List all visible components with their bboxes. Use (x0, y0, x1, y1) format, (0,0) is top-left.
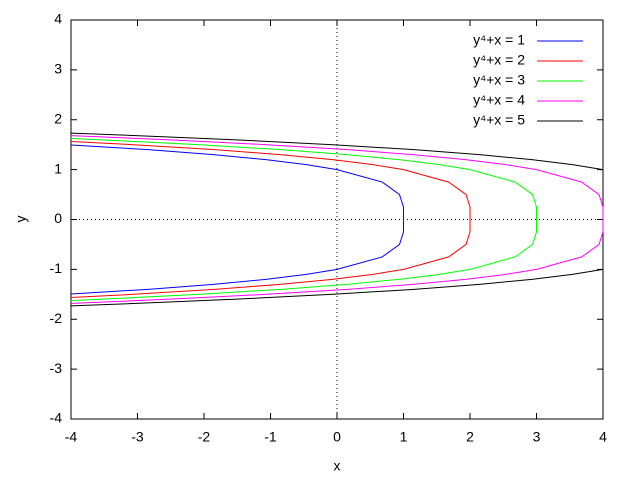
legend-label: y⁴+x = 4 (473, 92, 525, 108)
series-line (70, 140, 471, 299)
legend-label: y⁴+x = 5 (473, 112, 525, 128)
x-tick-label: 3 (533, 429, 541, 445)
y-tick-label: 4 (54, 11, 62, 27)
legend-label: y⁴+x = 1 (473, 32, 525, 48)
y-tick-label: -2 (50, 310, 63, 326)
x-tick-label: 2 (466, 429, 474, 445)
y-tick-label: -4 (50, 410, 63, 426)
legend-label: y⁴+x = 2 (473, 52, 525, 68)
x-tick-label: -1 (264, 429, 277, 445)
series-line (70, 132, 604, 307)
series-line (70, 137, 537, 302)
y-tick-label: -3 (50, 360, 63, 376)
x-axis-label: x (334, 458, 341, 474)
series-line (70, 144, 404, 295)
y-tick-label: 3 (54, 61, 62, 77)
y-tick-label: 2 (54, 110, 62, 126)
x-tick-label: 4 (599, 429, 607, 445)
series-line (70, 135, 604, 304)
x-tick-label: -4 (65, 429, 78, 445)
y-tick-label: -1 (50, 260, 63, 276)
y-tick-label: 1 (54, 160, 62, 176)
x-tick-label: 1 (400, 429, 408, 445)
y-tick-label: 0 (54, 210, 62, 226)
x-tick-label: -2 (198, 429, 211, 445)
x-tick-label: 0 (333, 429, 341, 445)
x-tick-label: -3 (131, 429, 144, 445)
y-axis-label: y (13, 216, 29, 223)
legend-label: y⁴+x = 3 (473, 72, 525, 88)
